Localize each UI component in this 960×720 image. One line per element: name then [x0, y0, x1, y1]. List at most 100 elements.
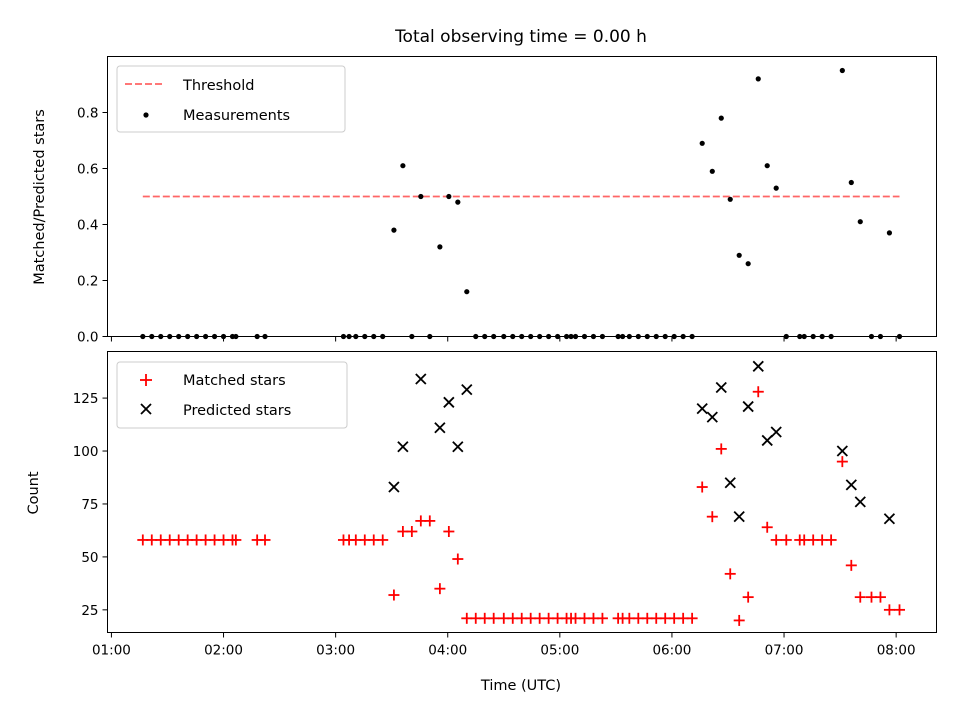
matched-point: [742, 591, 754, 603]
matched-point: [452, 553, 464, 565]
predicted-point: [452, 441, 464, 453]
measurement-point: [886, 230, 893, 236]
predicted-point: [706, 411, 718, 423]
measurement-point: [773, 185, 779, 191]
ratio-y-tick-label: 0.2: [77, 274, 98, 290]
matched-point: [845, 559, 857, 571]
matched-point: [377, 534, 389, 546]
matched-point: [596, 612, 608, 624]
count-y-axis: 25 50 75 100 125: [73, 391, 108, 619]
ratio-y-axis-label: Matched/Predicted stars: [32, 109, 48, 285]
predicted-point: [845, 479, 857, 491]
predicted-point-b: [715, 381, 727, 394]
predicted-point-b: [434, 422, 446, 434]
matched-point: [443, 525, 455, 537]
ratio-y-tick-label: 0.8: [77, 106, 98, 122]
matched-point: [894, 604, 906, 616]
matched-point: [686, 612, 698, 624]
matched-point: [761, 521, 773, 533]
legend-matched-swatch: [140, 374, 152, 386]
matched-point: [770, 534, 782, 546]
matched-point: [752, 386, 764, 398]
count-x-tick-label: 01:00: [92, 643, 131, 659]
predicted-point: [397, 441, 409, 453]
predicted-point-b: [706, 411, 718, 423]
predicted-point-b: [845, 479, 857, 491]
count-x-tick-label: 04:00: [428, 643, 467, 659]
matched-point: [696, 481, 708, 493]
measurement-point: [699, 140, 705, 146]
matched-point: [883, 604, 895, 616]
matched-point: [780, 534, 792, 546]
measurement-point: [718, 115, 724, 121]
predicted-point: [715, 381, 727, 394]
measurement-point: [848, 179, 854, 186]
chart-title: Total observing time = 0.00 h: [394, 27, 647, 47]
predicted-point-b: [752, 360, 764, 372]
predicted-point-b: [415, 373, 427, 385]
ratio-y-tick-label: 0.0: [77, 330, 98, 346]
count-x-tick-label: 03:00: [316, 643, 355, 659]
predicted-point: [696, 403, 708, 415]
measurement-point: [437, 244, 443, 250]
matched-points: [137, 386, 906, 626]
measurement-point: [464, 289, 470, 295]
predicted-point: [742, 400, 754, 413]
measurement-point: [446, 193, 452, 200]
legend-threshold-label: Threshold: [182, 78, 254, 94]
count-legend: Matched stars Predicted stars: [116, 361, 348, 429]
measurement-point: [400, 163, 406, 169]
measurement-point: [709, 168, 715, 174]
matched-point: [836, 456, 848, 468]
predicted-point: [883, 513, 896, 525]
count-y-tick-label: 50: [81, 550, 98, 566]
predicted-point-b: [733, 511, 745, 523]
count-y-tick-label: 75: [81, 497, 98, 513]
x-axis-label: Time (UTC): [480, 678, 561, 694]
measurement-point: [764, 163, 770, 169]
ratio-y-tick-label: 0.4: [77, 218, 98, 234]
measurement-point: [839, 67, 845, 74]
predicted-point-b: [836, 445, 848, 457]
matched-point: [388, 589, 400, 601]
legend-predicted-swatch: [140, 403, 152, 415]
predicted-point-b: [761, 434, 773, 447]
predicted-point: [733, 511, 745, 523]
count-y-axis-label: Count: [26, 471, 42, 514]
matched-point: [434, 583, 446, 595]
matched-point: [733, 614, 745, 626]
count-panel: 25 50 75 100 125 01:00 02:00 03:00 04:00 05:00 06…: [26, 351, 937, 694]
predicted-point: [461, 383, 473, 396]
count-x-tick-label: 07:00: [765, 643, 804, 659]
predicted-point-b: [883, 513, 896, 525]
matched-point: [715, 443, 727, 455]
count-x-axis: 01:00 02:00 03:00 04:00 05:00 06:00 07:00 08:00: [92, 632, 916, 659]
legend-measurements-swatch: [143, 112, 149, 118]
measurement-point: [727, 196, 733, 202]
matched-point: [230, 534, 242, 546]
matched-point: [406, 525, 418, 537]
predicted-point-b: [452, 441, 464, 453]
predicted-points: [388, 360, 896, 525]
predicted-point: [724, 477, 736, 489]
predicted-point: [854, 496, 866, 508]
count-legend-box: [116, 361, 348, 429]
predicted-point-b: [724, 477, 736, 489]
ratio-legend: Threshold Measurements: [116, 65, 346, 133]
predicted-point: [434, 422, 446, 434]
count-x-tick-label: 08:00: [877, 643, 916, 659]
measurement-point: [745, 261, 751, 267]
legend-predicted-label: Predicted stars: [183, 403, 291, 419]
measurement-point: [857, 219, 863, 225]
matched-point: [825, 534, 837, 546]
predicted-point: [770, 426, 782, 438]
predicted-point-b: [854, 496, 866, 508]
ratio-plot-frame: [107, 56, 937, 337]
matched-point: [424, 515, 436, 527]
predicted-point-b: [397, 441, 409, 453]
predicted-point: [761, 434, 773, 447]
ratio-y-axis: 0.0 0.2 0.4 0.6 0.8: [77, 106, 108, 346]
ratio-panel: 0.00.20.40.60.8 Matched/Predicted stars …: [32, 56, 937, 346]
legend-matched-label: Matched stars: [183, 373, 286, 389]
